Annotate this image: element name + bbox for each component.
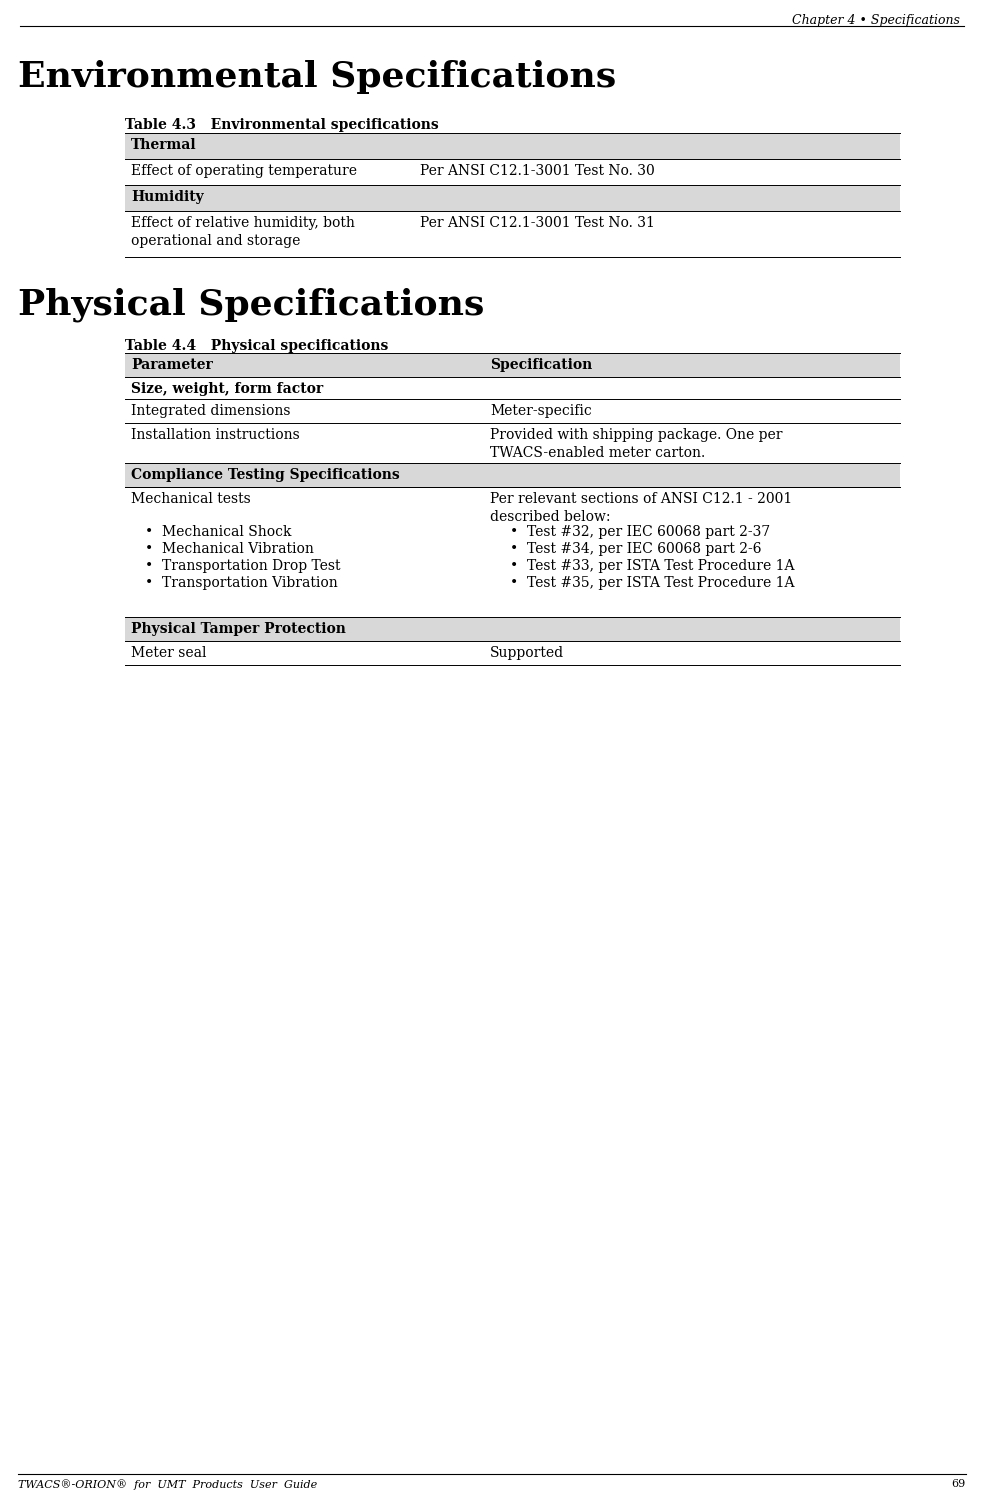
Text: Humidity: Humidity: [131, 191, 204, 204]
Text: Per ANSI C12.1-3001 Test No. 31: Per ANSI C12.1-3001 Test No. 31: [420, 216, 655, 230]
Text: Table 4.4   Physical specifications: Table 4.4 Physical specifications: [125, 339, 389, 353]
Bar: [125, 617, 900, 641]
Text: Thermal: Thermal: [131, 138, 197, 152]
Bar: [125, 134, 900, 159]
Text: •  Mechanical Vibration: • Mechanical Vibration: [145, 542, 314, 555]
Text: •  Test #35, per ISTA Test Procedure 1A: • Test #35, per ISTA Test Procedure 1A: [510, 576, 794, 590]
Text: •  Test #33, per ISTA Test Procedure 1A: • Test #33, per ISTA Test Procedure 1A: [510, 558, 794, 573]
Bar: [125, 353, 900, 377]
Text: Compliance Testing Specifications: Compliance Testing Specifications: [131, 468, 400, 482]
Text: Specification: Specification: [490, 359, 592, 372]
Text: Parameter: Parameter: [131, 359, 213, 372]
Bar: [125, 423, 900, 462]
Text: Meter seal: Meter seal: [131, 645, 207, 660]
Text: Physical Specifications: Physical Specifications: [18, 287, 484, 321]
Text: Effect of operating temperature: Effect of operating temperature: [131, 164, 357, 179]
Text: •  Transportation Vibration: • Transportation Vibration: [145, 576, 338, 590]
Text: Effect of relative humidity, both
operational and storage: Effect of relative humidity, both operat…: [131, 216, 355, 248]
Bar: [125, 462, 900, 486]
Bar: [125, 377, 900, 399]
Text: Per ANSI C12.1-3001 Test No. 30: Per ANSI C12.1-3001 Test No. 30: [420, 164, 654, 179]
Text: Installation instructions: Installation instructions: [131, 428, 300, 441]
Bar: [125, 486, 900, 617]
Text: Integrated dimensions: Integrated dimensions: [131, 404, 290, 417]
Text: Environmental Specifications: Environmental Specifications: [18, 60, 616, 95]
Bar: [125, 159, 900, 185]
Text: Physical Tamper Protection: Physical Tamper Protection: [131, 621, 345, 636]
Text: TWACS®-ORION®  for  UMT  Products  User  Guide: TWACS®-ORION® for UMT Products User Guid…: [18, 1478, 317, 1490]
Bar: [125, 185, 900, 212]
Bar: [125, 399, 900, 423]
Text: Provided with shipping package. One per
TWACS-enabled meter carton.: Provided with shipping package. One per …: [490, 428, 782, 461]
Text: •  Test #32, per IEC 60068 part 2-37: • Test #32, per IEC 60068 part 2-37: [510, 525, 770, 539]
Text: Size, weight, form factor: Size, weight, form factor: [131, 381, 323, 396]
Text: Mechanical tests: Mechanical tests: [131, 492, 251, 506]
Text: Supported: Supported: [490, 645, 564, 660]
Text: Per relevant sections of ANSI C12.1 - 2001
described below:: Per relevant sections of ANSI C12.1 - 20…: [490, 492, 792, 524]
Bar: [125, 641, 900, 665]
Text: •  Mechanical Shock: • Mechanical Shock: [145, 525, 291, 539]
Text: •  Transportation Drop Test: • Transportation Drop Test: [145, 558, 340, 573]
Text: Table 4.3   Environmental specifications: Table 4.3 Environmental specifications: [125, 119, 439, 132]
Text: 69: 69: [952, 1478, 966, 1489]
Bar: [125, 212, 900, 257]
Text: •  Test #34, per IEC 60068 part 2-6: • Test #34, per IEC 60068 part 2-6: [510, 542, 762, 555]
Text: Chapter 4 • Specifications: Chapter 4 • Specifications: [792, 14, 960, 27]
Text: Meter-specific: Meter-specific: [490, 404, 591, 417]
